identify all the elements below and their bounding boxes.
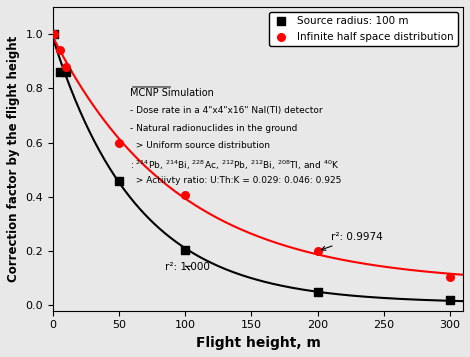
Source radius: 100 m: (1, 1): 100 m: (1, 1)	[51, 31, 58, 37]
Text: - Natural radionuclides in the ground: - Natural radionuclides in the ground	[130, 124, 297, 132]
Source radius: 100 m: (50, 0.46): 100 m: (50, 0.46)	[115, 178, 123, 183]
Source radius: 100 m: (100, 0.205): 100 m: (100, 0.205)	[181, 247, 189, 253]
Y-axis label: Correction factor by the flight height: Correction factor by the flight height	[7, 36, 20, 282]
Source radius: 100 m: (300, 0.018): 100 m: (300, 0.018)	[446, 298, 454, 303]
Infinite half space distribution	[181, 193, 189, 198]
Infinite half space distribution	[51, 31, 58, 37]
X-axis label: Flight height, m: Flight height, m	[196, 336, 321, 350]
Text: r²: 1.000: r²: 1.000	[165, 262, 210, 272]
Infinite half space distribution	[63, 64, 70, 70]
Text: > Actiivty ratio: U:Th:K = 0.029: 0.046: 0.925: > Actiivty ratio: U:Th:K = 0.029: 0.046:…	[130, 176, 341, 186]
Legend: Source radius: 100 m, Infinite half space distribution: Source radius: 100 m, Infinite half spac…	[269, 12, 458, 46]
Text: MCNP Simulation: MCNP Simulation	[130, 88, 213, 98]
Text: - Dose rate in a 4"x4"x16" NaI(Tl) detector: - Dose rate in a 4"x4"x16" NaI(Tl) detec…	[130, 106, 322, 115]
Infinite half space distribution	[56, 47, 63, 53]
Text: : $^{214}$Pb, $^{214}$Bi, $^{228}$Ac, $^{212}$Pb, $^{212}$Bi, $^{208}$Tl, and $^: : $^{214}$Pb, $^{214}$Bi, $^{228}$Ac, $^…	[130, 159, 339, 172]
Source radius: 100 m: (5, 0.86): 100 m: (5, 0.86)	[56, 69, 63, 75]
Text: > Uniform source distribution: > Uniform source distribution	[130, 141, 270, 150]
Source radius: 100 m: (200, 0.05): 100 m: (200, 0.05)	[314, 289, 321, 295]
Source radius: 100 m: (10, 0.86): 100 m: (10, 0.86)	[63, 69, 70, 75]
Infinite half space distribution	[446, 274, 454, 280]
Infinite half space distribution	[314, 248, 321, 254]
Text: r²: 0.9974: r²: 0.9974	[321, 232, 383, 250]
Infinite half space distribution	[115, 140, 123, 145]
